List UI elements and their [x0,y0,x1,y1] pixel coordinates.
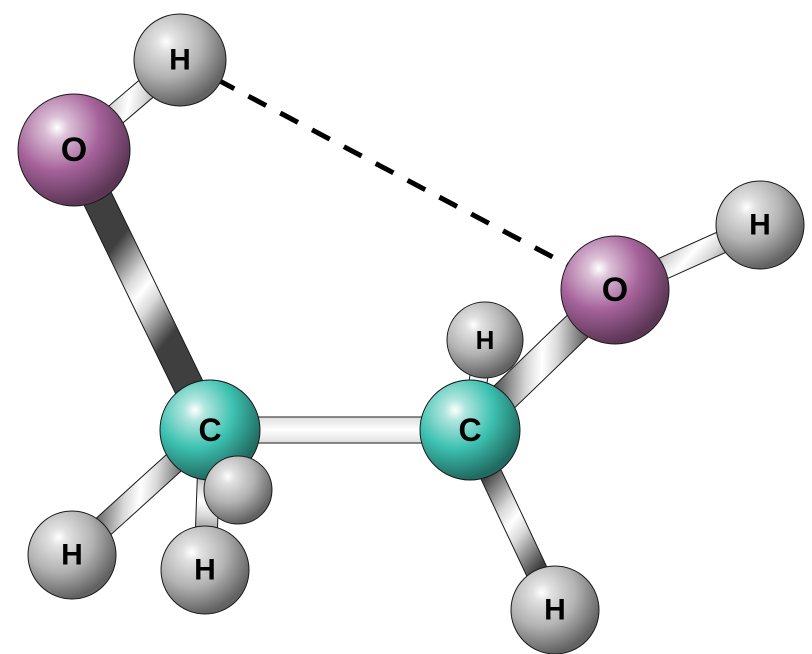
atom-label-C1: C [198,412,221,448]
atom-O1: O [18,94,130,206]
atom-label-O2: O [602,271,628,309]
atom-H3: H [447,302,523,378]
hydrogen-bond [217,79,572,267]
atom-C2: C [420,380,520,480]
atom-label-H5: H [194,554,216,587]
atom-H6: H [511,566,599,654]
molecule-diagram: O H C C O H H H H H [0,0,812,654]
atom-H2: H [716,181,804,269]
atom-H7 [204,456,272,524]
atom-label-H1: H [169,44,191,77]
atom-H5: H [161,526,249,614]
atom-H4: H [28,511,116,599]
atom-label-H3: H [476,325,495,355]
atom-O2: O [561,236,669,344]
atom-H1: H [134,14,226,106]
atom-label-H2: H [749,209,771,242]
hydrogen-bond-layer [217,79,572,267]
atom-label-H6: H [544,594,566,627]
atom-label-H4: H [61,539,83,572]
atom-label-C2: C [458,412,481,448]
atom-label-O1: O [61,131,87,169]
